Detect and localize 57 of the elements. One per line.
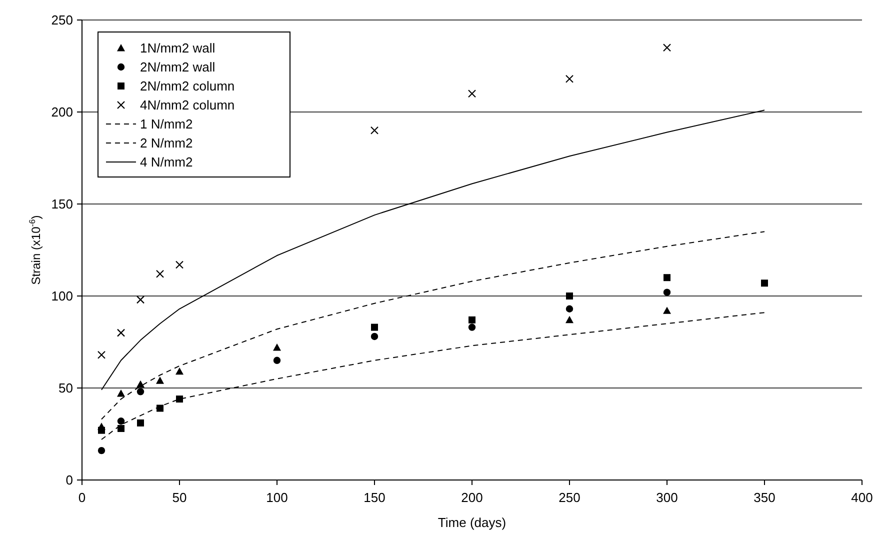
legend-label: 4 N/mm2 (140, 154, 193, 170)
x-axis-title: Time (days) (438, 515, 506, 530)
point (663, 306, 671, 314)
point (176, 367, 184, 375)
point (156, 270, 164, 278)
point (116, 328, 126, 337)
point (662, 44, 672, 52)
y-tick-label: 100 (51, 288, 73, 304)
point (370, 332, 378, 340)
point (273, 356, 281, 364)
x-tick-label: 100 (266, 490, 288, 505)
x-tick-label: 50 (172, 490, 187, 505)
y-tick-label: 0 (66, 472, 73, 488)
point (566, 292, 573, 300)
x-tick-label: 400 (851, 490, 873, 505)
point (97, 350, 106, 359)
point (136, 380, 144, 388)
point (175, 260, 184, 269)
point (371, 324, 378, 331)
point (98, 426, 105, 434)
legend-label: 1 N/mm2 (140, 116, 193, 132)
x-tick-label: 250 (558, 490, 580, 505)
point (136, 296, 145, 304)
x-tick-label: 0 (78, 490, 86, 505)
point (663, 288, 671, 296)
point (566, 305, 574, 312)
point (468, 324, 476, 331)
point (98, 446, 106, 454)
point (761, 280, 768, 287)
point (664, 274, 670, 282)
legend-label: 1N/mm2 wall (140, 40, 216, 56)
x-tick-label: 150 (364, 490, 386, 505)
point (566, 316, 574, 324)
legend-label: 2N/mm2 wall (140, 60, 216, 75)
legend-label: 2N/mm2 column (140, 78, 235, 94)
point (137, 419, 144, 426)
y-tick-label: 50 (58, 380, 73, 396)
point (118, 424, 124, 432)
y-tick-label: 250 (51, 12, 73, 28)
point (273, 344, 281, 351)
legend-label: 2 N/mm2 (140, 136, 193, 151)
point (370, 126, 379, 134)
point (117, 390, 125, 397)
point (156, 376, 164, 384)
x-tick-label: 350 (754, 490, 776, 505)
x-tick-label: 200 (461, 490, 483, 505)
y-tick-label: 150 (51, 196, 73, 212)
y-tick-label: 200 (51, 104, 73, 120)
point (117, 418, 125, 425)
point (136, 388, 144, 396)
point (156, 404, 164, 412)
x-tick-label: 300 (656, 490, 678, 505)
point (468, 316, 476, 324)
point (565, 74, 574, 83)
legend-label: 4N/mm2 column (140, 98, 235, 113)
point (468, 90, 476, 98)
point (176, 396, 183, 403)
